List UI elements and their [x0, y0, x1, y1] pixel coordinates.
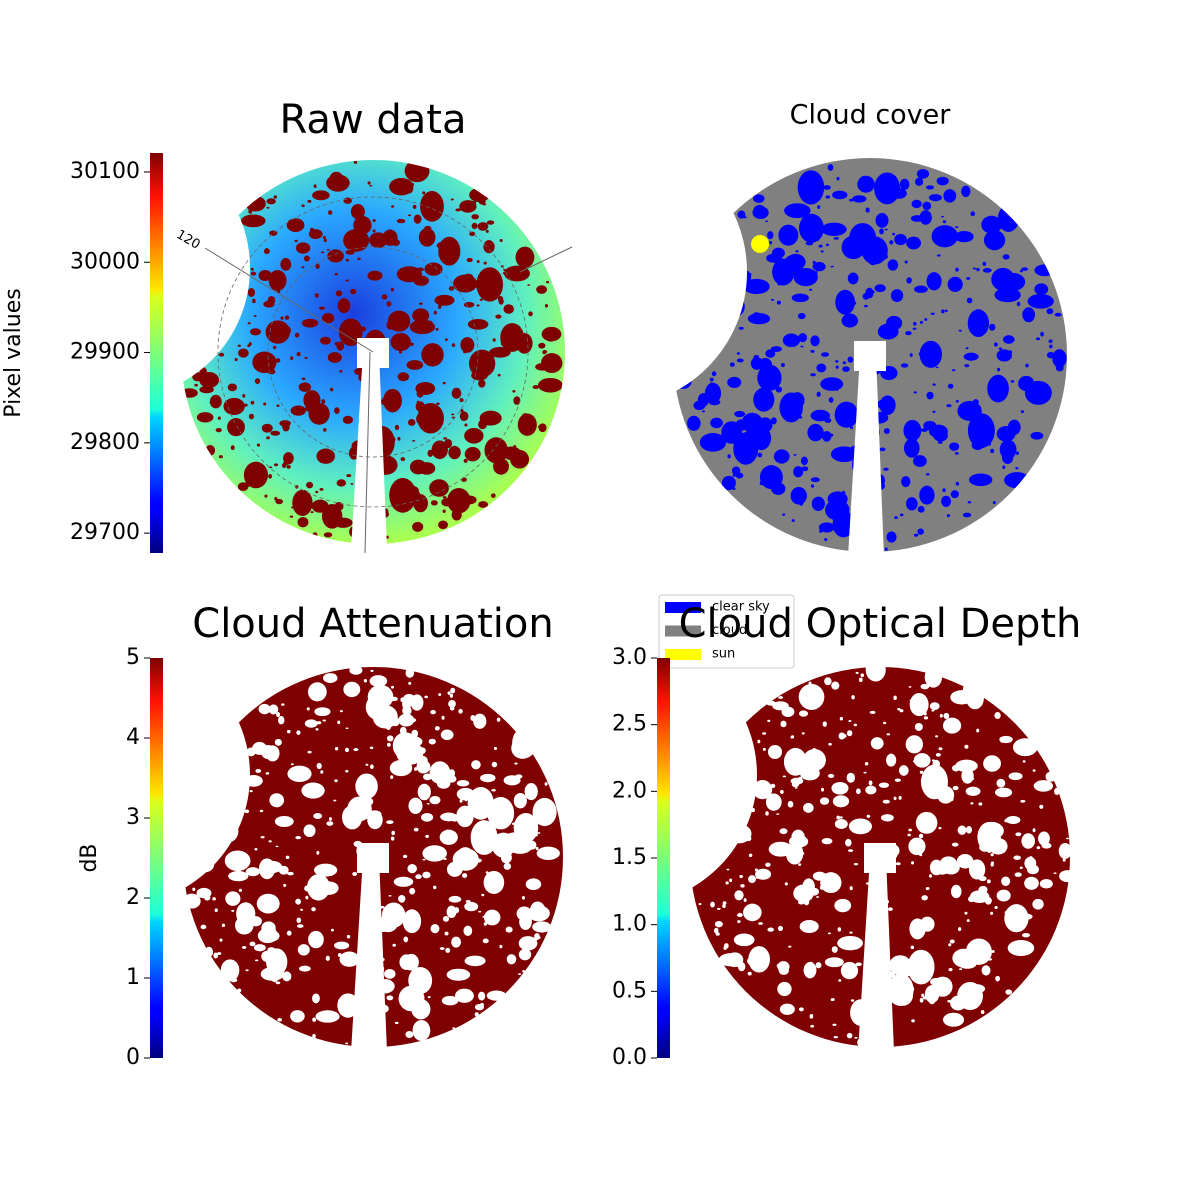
colorbar-tick-label: 4: [126, 725, 140, 750]
colorbar-tick-label: 0.5: [612, 978, 647, 1003]
colorbar: [150, 658, 163, 1058]
colorbar-tick-label: 1.0: [612, 912, 647, 937]
colorbar-tick-label: 3.0: [612, 645, 647, 670]
sky-background: [690, 667, 1070, 1047]
colorbar-tick-label: 2: [126, 885, 140, 910]
colorbar-tick-label: 30000: [70, 249, 140, 274]
sun-marker: [768, 745, 782, 759]
colorbar-label: Pixel values: [1, 288, 26, 417]
colorbar: [150, 153, 163, 553]
polar-grid: [217, 196, 529, 508]
colorbar-tick-label: 2.0: [612, 778, 647, 803]
legend-label: sun: [712, 647, 735, 662]
sky-image: [178, 665, 563, 1047]
panel-title: Cloud cover: [790, 100, 952, 131]
colorbar-tick-label: 5: [126, 645, 140, 670]
colorbar-tick-label: 29800: [70, 430, 140, 455]
legend-swatch: [665, 649, 701, 660]
colorbar-tick-label: 1: [126, 965, 140, 990]
colorbar-tick-label: 29900: [70, 340, 140, 365]
sky-image: [673, 158, 1067, 552]
polar-grid: [204, 247, 374, 353]
sky-image: [689, 658, 1076, 1050]
polar-grid: [267, 246, 479, 458]
sky-image: [180, 159, 565, 549]
colorbar-tick-label: 0.0: [612, 1045, 647, 1070]
sun-marker: [751, 235, 769, 253]
legend-swatch: [665, 625, 701, 637]
legend-label: clear sky: [712, 600, 770, 615]
panel-title: Raw data: [280, 97, 467, 143]
polar-grid: [364, 351, 371, 554]
legend-swatch: [665, 602, 701, 613]
polar-grid: [519, 246, 573, 273]
colorbar-tick-label: 29700: [70, 520, 140, 545]
colorbar-label: dB: [77, 843, 102, 872]
sun-marker: [261, 745, 275, 759]
panel-title: Cloud Optical Depth: [679, 601, 1082, 647]
colorbar-tick-label: 2.5: [612, 712, 647, 737]
panel-title: Cloud Attenuation: [192, 601, 553, 647]
colorbar: [657, 658, 670, 1058]
colorbar-tick-label: 1.5: [612, 845, 647, 870]
colorbar-tick-label: 30100: [70, 159, 140, 184]
colorbar-tick-label: 3: [126, 805, 140, 830]
colorbar-tick-label: 0: [126, 1045, 140, 1070]
legend-label: cloud: [712, 623, 747, 638]
